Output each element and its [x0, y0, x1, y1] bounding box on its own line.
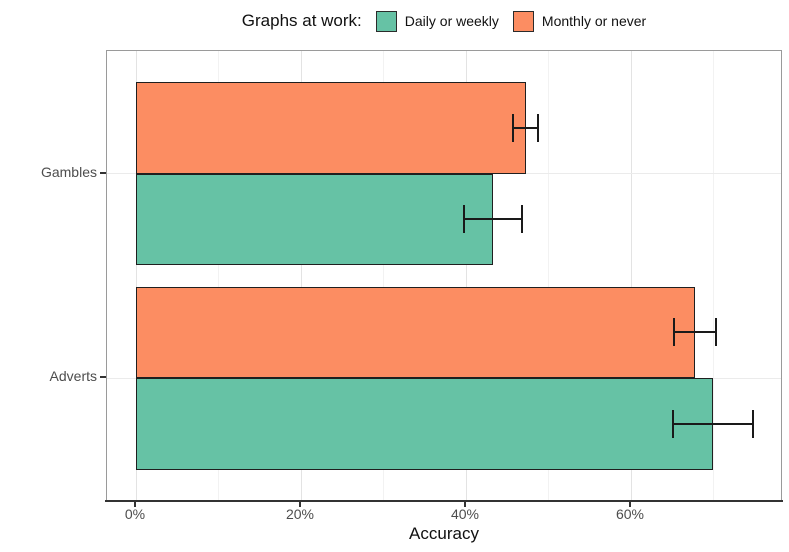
x-tick-label-20: 20%: [285, 506, 315, 522]
y-tick-adverts: [100, 376, 106, 378]
legend-item-daily-or-weekly: Daily or weekly: [375, 10, 499, 32]
y-axis-label-gambles: Gambles: [40, 163, 97, 180]
legend: Graphs at work: Daily or weekly Monthly …: [106, 6, 782, 36]
major-gridline-20: [300, 51, 302, 500]
x-tick-60: [629, 501, 631, 507]
error-bar-cap-high-gambles-monthly-or-never: [536, 113, 539, 142]
error-bar-cap-low-gambles-daily-or-weekly: [463, 205, 466, 234]
y-axis-label-adverts: Adverts: [49, 368, 97, 384]
x-tick-label-40: 40%: [450, 506, 480, 522]
x-tick-40: [464, 501, 466, 507]
error-bar-adverts-monthly-or-never: [673, 331, 716, 334]
error-bar-cap-high-adverts-daily-or-weekly: [752, 409, 755, 438]
major-gridline-40: [465, 51, 467, 500]
error-bar-adverts-daily-or-weekly: [673, 422, 754, 425]
legend-title: Graphs at work:: [241, 11, 362, 30]
error-bar-cap-low-adverts-daily-or-weekly: [672, 409, 675, 438]
bar-adverts-daily-or-weekly: [136, 378, 713, 470]
x-axis-title: Accuracy: [409, 524, 479, 543]
error-bar-cap-high-gambles-daily-or-weekly: [521, 205, 524, 234]
legend-swatch-daily-or-weekly: [375, 10, 397, 32]
error-bar-gambles-daily-or-weekly: [464, 218, 523, 221]
legend-label-monthly-or-never: Monthly or never: [541, 13, 647, 29]
major-gridline-60: [630, 51, 632, 500]
error-bar-gambles-monthly-or-never: [513, 126, 538, 129]
plot-panel: [106, 50, 782, 501]
x-tick-label-60: 60%: [615, 506, 645, 522]
bar-adverts-monthly-or-never: [136, 286, 696, 378]
error-bar-cap-low-gambles-monthly-or-never: [512, 113, 515, 142]
y-tick-gambles: [100, 171, 106, 174]
x-tick-0: [134, 501, 136, 507]
bar-gambles-daily-or-weekly: [136, 173, 494, 265]
legend-item-monthly-or-never: Monthly or never: [512, 10, 647, 32]
error-bar-cap-low-adverts-monthly-or-never: [672, 318, 675, 347]
legend-swatch-monthly-or-never: [512, 10, 534, 32]
major-gridline-0: [135, 51, 137, 500]
minor-gridline-10: [218, 51, 219, 500]
minor-gridline-50: [548, 51, 549, 500]
legend-label-daily-or-weekly: Daily or weekly: [404, 13, 499, 29]
x-tick-label-0: 0%: [124, 506, 146, 522]
minor-gridline-30: [383, 51, 384, 500]
x-axis-line: [105, 499, 783, 502]
minor-gridline-70: [713, 51, 714, 500]
bar-gambles-monthly-or-never: [136, 82, 527, 174]
error-bar-cap-high-adverts-monthly-or-never: [714, 318, 717, 347]
x-tick-20: [299, 501, 301, 507]
